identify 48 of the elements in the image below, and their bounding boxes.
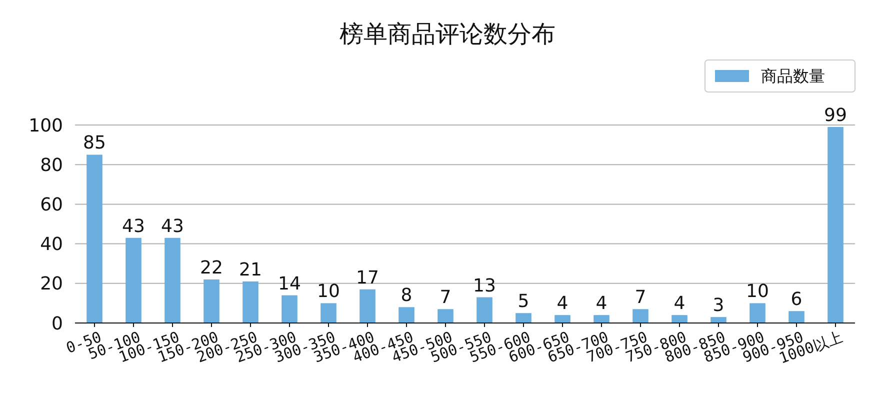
bar [204, 279, 220, 323]
bar [672, 315, 688, 323]
bar [594, 315, 610, 323]
data-label: 22 [200, 257, 223, 278]
data-label: 6 [790, 289, 802, 310]
y-tick-label: 40 [40, 234, 63, 256]
y-tick-label: 100 [28, 115, 63, 136]
data-label: 7 [634, 287, 646, 308]
data-label: 10 [746, 281, 769, 302]
bar [828, 126, 844, 323]
bar [750, 303, 766, 323]
bar [632, 309, 648, 323]
bar [282, 295, 298, 323]
bar [360, 289, 376, 323]
bar [788, 311, 804, 323]
bar [710, 317, 726, 323]
data-label: 5 [518, 291, 530, 312]
bar [242, 281, 258, 323]
data-label: 14 [278, 273, 301, 294]
bar [164, 238, 180, 323]
data-label: 4 [556, 293, 568, 314]
data-label: 10 [317, 281, 340, 302]
bar [320, 303, 336, 323]
data-label: 7 [440, 287, 452, 308]
bar [516, 313, 532, 323]
bar [476, 297, 492, 323]
data-label: 85 [83, 132, 106, 154]
bar [86, 154, 102, 323]
bar [398, 307, 414, 323]
bar [554, 315, 570, 323]
y-tick-label: 0 [52, 313, 63, 334]
data-label: 99 [824, 104, 847, 126]
y-tick-label: 60 [40, 194, 63, 216]
y-tick-label: 80 [40, 154, 63, 176]
legend-label: 商品数量 [761, 66, 825, 86]
data-label: 13 [473, 275, 496, 296]
bar [438, 309, 454, 323]
data-label: 4 [674, 293, 686, 314]
data-label: 3 [712, 295, 724, 316]
data-label: 4 [596, 293, 608, 314]
data-label: 43 [122, 216, 145, 237]
data-label: 21 [239, 259, 262, 280]
bar [126, 238, 142, 323]
data-label: 8 [400, 285, 412, 306]
data-label: 43 [161, 216, 184, 237]
y-tick-label: 20 [40, 274, 63, 295]
chart-title: 榜单商品评论数分布 [340, 20, 556, 48]
data-label: 17 [356, 267, 379, 288]
